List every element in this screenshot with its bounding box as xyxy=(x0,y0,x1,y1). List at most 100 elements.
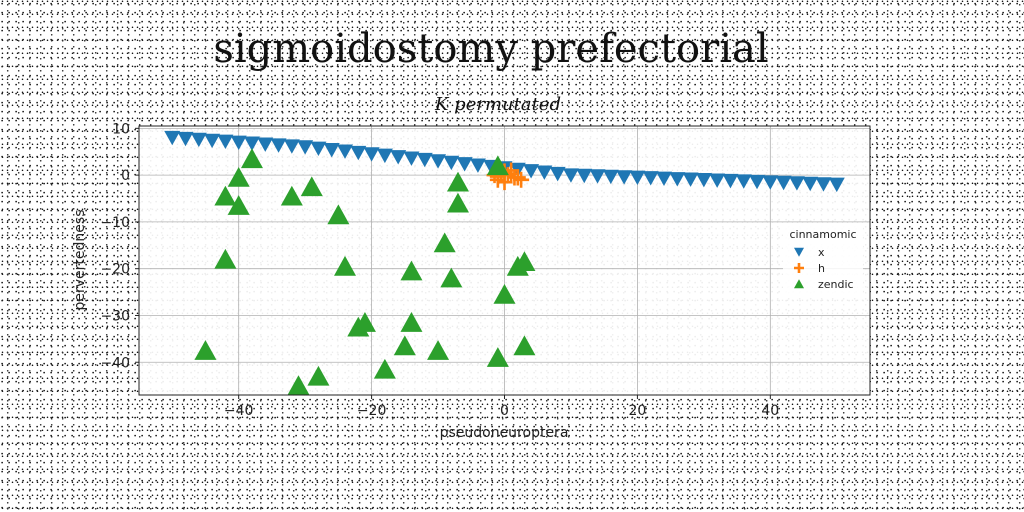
data-point xyxy=(456,157,473,172)
data-point xyxy=(416,152,433,168)
data-point xyxy=(695,173,712,188)
data-point xyxy=(513,171,530,188)
data-point xyxy=(523,164,540,179)
legend-label-zendic: zendic xyxy=(818,278,854,291)
data-point xyxy=(775,175,792,191)
chart-subtitle: K permutated xyxy=(434,94,561,115)
legend-marker-zendic xyxy=(794,279,804,289)
x-tick-label: 0 xyxy=(500,403,509,419)
data-point xyxy=(323,143,340,158)
data-point xyxy=(430,154,447,169)
data-point xyxy=(549,166,566,182)
data-point xyxy=(240,148,263,169)
data-point xyxy=(353,312,376,332)
data-point xyxy=(257,137,274,152)
y-tick-label: −10 xyxy=(100,215,130,231)
data-point xyxy=(536,165,553,180)
data-point xyxy=(443,155,460,171)
data-point xyxy=(310,141,327,157)
data-point xyxy=(446,171,469,192)
data-point xyxy=(493,283,516,304)
y-tick-label: 10 xyxy=(112,121,130,137)
data-point xyxy=(446,192,469,213)
x-tick-label: −20 xyxy=(357,403,387,419)
data-point xyxy=(655,171,672,186)
data-point xyxy=(390,150,407,165)
legend-title: cinnamomic xyxy=(789,228,856,241)
data-point xyxy=(164,130,181,146)
data-point xyxy=(828,177,845,193)
data-point xyxy=(287,375,310,395)
legend-marker-h xyxy=(794,263,804,273)
data-point xyxy=(788,176,805,191)
figure-title: sigmoidostomy prefectorial xyxy=(213,26,768,72)
data-point xyxy=(400,312,423,332)
data-point xyxy=(642,171,659,186)
data-point xyxy=(735,174,752,189)
x-tick-label: −40 xyxy=(224,403,254,419)
data-point xyxy=(190,132,207,148)
legend: cinnamomic xh zendic xyxy=(783,225,863,297)
data-point xyxy=(722,173,739,189)
series-zendic xyxy=(194,148,536,395)
data-point xyxy=(307,365,330,386)
y-tick-label: −30 xyxy=(100,308,130,324)
data-point xyxy=(350,145,367,161)
data-point xyxy=(589,169,606,184)
data-point xyxy=(280,185,303,206)
legend-label-h: h xyxy=(818,262,825,275)
data-point xyxy=(802,176,819,192)
data-point xyxy=(300,176,323,197)
data-point xyxy=(403,151,420,166)
data-point xyxy=(562,168,579,183)
data-point xyxy=(400,260,423,281)
data-point xyxy=(283,139,300,154)
data-point xyxy=(682,172,699,187)
data-point xyxy=(509,169,526,186)
data-point xyxy=(373,358,396,379)
data-point xyxy=(440,267,463,288)
data-point xyxy=(616,170,633,185)
y-axis-label: pervertedness xyxy=(72,210,88,311)
data-point xyxy=(227,195,250,215)
data-point xyxy=(194,340,217,360)
data-point xyxy=(513,251,536,272)
data-point xyxy=(214,248,237,269)
data-point xyxy=(815,177,832,192)
data-point xyxy=(363,147,380,162)
data-point xyxy=(227,167,250,187)
y-tick-label: −20 xyxy=(100,262,130,278)
data-point xyxy=(469,158,486,173)
data-point xyxy=(749,174,766,190)
x-tick-label: 40 xyxy=(761,403,779,419)
y-tick-label: −40 xyxy=(100,355,130,371)
data-point xyxy=(334,255,357,276)
data-point xyxy=(217,134,234,150)
data-point xyxy=(243,136,260,151)
data-point xyxy=(214,185,237,206)
axis-ticks: −40 −20 0 20 40 10 0 −10 −20 −30 −40 xyxy=(100,121,779,419)
data-point xyxy=(337,144,354,159)
data-point xyxy=(709,173,726,188)
data-point xyxy=(576,168,593,184)
data-point xyxy=(486,347,509,367)
data-point xyxy=(204,133,221,149)
data-point xyxy=(376,148,393,164)
data-point xyxy=(327,204,350,225)
data-point xyxy=(602,169,619,185)
data-point xyxy=(629,170,646,186)
data-point xyxy=(230,135,247,150)
legend-label-x: x xyxy=(818,246,825,259)
data-point xyxy=(270,138,287,153)
data-point xyxy=(393,335,416,356)
legend-marker-x xyxy=(794,247,804,257)
data-point xyxy=(177,131,194,147)
data-point xyxy=(513,335,536,356)
data-point xyxy=(297,140,314,155)
data-series xyxy=(164,130,845,395)
x-axis-label: pseudoneuroptera xyxy=(440,425,569,441)
data-point xyxy=(433,232,456,253)
x-tick-label: 20 xyxy=(628,403,646,419)
data-point xyxy=(669,172,686,187)
